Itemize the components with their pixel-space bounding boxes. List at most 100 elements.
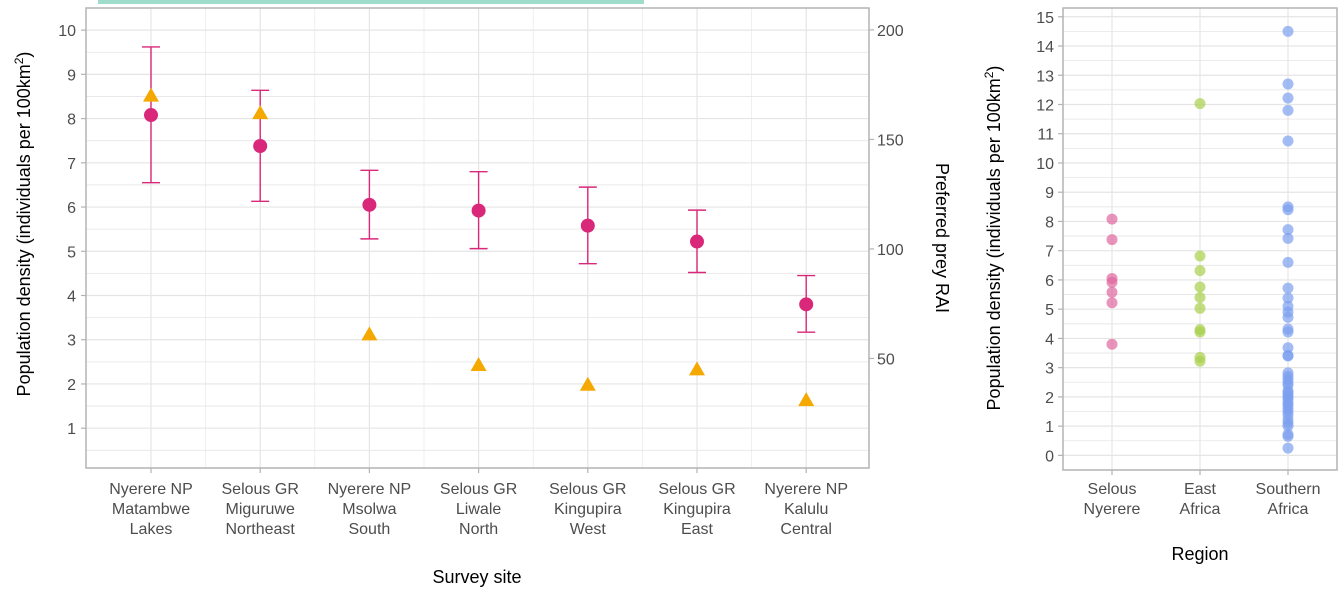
southern-africa-point [1282,78,1294,90]
x-tick-label: South [348,521,390,538]
y-tick-label: 7 [67,156,76,173]
y-tick-label: 9 [67,67,76,84]
density-point [144,108,158,123]
x-tick-label: Lakes [130,521,173,538]
site-y2-axis-title: Preferred prey RAI [932,163,952,313]
density-point [253,139,268,153]
y-tick-label: 2 [67,377,76,394]
x-tick-label: Matambwe [112,501,190,518]
y-tick-label: 5 [67,244,76,261]
southern-africa-point [1282,282,1294,294]
y-tick-label: 7 [1045,244,1054,261]
east-africa-point [1194,98,1206,110]
x-tick-label: Selous GR [222,481,299,498]
x-tick-label: Miguruwe [226,501,295,518]
prey-rai-point [470,357,487,372]
y-tick-label: 0 [1045,448,1054,465]
site-panel-border [85,7,870,469]
density-point [580,218,595,233]
y-tick-label: 14 [1036,39,1054,56]
east-africa-point [1194,250,1206,262]
prey-rai-point [143,87,159,102]
y-tick-label: 15 [1036,10,1054,27]
prey-rai-point [689,361,705,376]
region-x-axis-title: Region [1171,544,1228,564]
x-tick-label: East [1184,481,1217,498]
prey-rai-point [798,392,815,407]
selous-nyerere-point [1106,297,1118,309]
east-africa-point [1194,281,1206,293]
selous-nyerere-point [1106,286,1118,298]
site-density-panel: 1 2 3 4 5 6 7 8 9 10 50 100 150 200 Nyerere NP Matamb… [12,7,952,587]
prey-rai-point [579,376,596,391]
y-tick-label: 8 [67,112,76,129]
x-tick-label: Nyerere NP [764,481,848,498]
y-tick-label: 4 [1045,331,1054,348]
x-tick-label: Msolwa [342,501,396,518]
east-africa-point [1194,265,1206,277]
southern-africa-point [1282,420,1294,432]
y-tick-label: 8 [1045,214,1054,231]
selous-nyerere-point [1106,338,1118,350]
x-tick-label: North [459,521,498,538]
southern-africa-point [1282,256,1294,268]
southern-africa-point [1282,92,1294,104]
x-tick-label: Kingupira [554,501,622,518]
region-y-axis-title: Population density (individuals per 100k… [982,66,1004,411]
southern-africa-point [1282,232,1294,244]
x-tick-label: Liwale [456,501,501,518]
x-tick-label: Nyerere NP [328,481,412,498]
x-tick-label: Nyerere [1084,501,1141,518]
x-tick-label: Selous GR [549,481,626,498]
y2-tick-label: 200 [877,23,904,40]
southern-africa-point [1282,326,1294,338]
y-tick-label: 11 [1037,127,1054,144]
x-tick-label: Africa [1180,501,1221,518]
y-tick-label: 13 [1036,68,1054,85]
selous-nyerere-point [1106,234,1118,246]
top-color-bar [98,0,644,4]
density-point [690,234,704,249]
southern-africa-point [1282,204,1294,216]
y-tick-label: 5 [1045,302,1054,319]
y-tick-label: 1 [1045,419,1054,436]
density-point [362,197,377,212]
x-tick-label: Selous [1088,481,1137,498]
x-tick-label: Kingupira [663,501,731,518]
southern-africa-point [1282,442,1294,454]
east-africa-point [1194,326,1206,338]
site-x-axis-title: Survey site [432,567,521,587]
y-tick-label: 12 [1036,97,1054,114]
y-tick-label: 3 [67,333,76,350]
southern-africa-point [1282,430,1294,442]
east-africa-point [1194,291,1206,303]
southern-africa-point [1282,25,1294,37]
y2-tick-label: 100 [877,242,904,259]
y-tick-label: 2 [1045,390,1054,407]
southern-africa-point [1282,292,1294,304]
x-tick-label: Africa [1268,501,1309,518]
prey-rai-point [361,326,378,341]
x-tick-label: Southern [1256,481,1321,498]
southern-africa-point [1282,104,1294,116]
prey-rai-point [252,105,269,120]
east-africa-point [1194,302,1206,314]
y-tick-label: 4 [67,289,76,306]
site-y-axis-title: Population density (individuals per 100k… [12,52,34,397]
y-tick-label: 6 [1045,273,1054,290]
y-tick-label: 10 [58,23,76,40]
southern-africa-point [1282,350,1294,362]
y-tick-label: 3 [1045,361,1054,378]
density-point [471,203,486,218]
y2-tick-label: 50 [877,351,895,368]
x-tick-label: East [681,521,714,538]
x-tick-label: Selous GR [658,481,735,498]
y-tick-label: 10 [1036,156,1054,173]
selous-nyerere-point [1106,276,1118,288]
southern-africa-point [1282,311,1294,323]
x-tick-label: Nyerere NP [109,481,193,498]
y-tick-label: 6 [67,200,76,217]
